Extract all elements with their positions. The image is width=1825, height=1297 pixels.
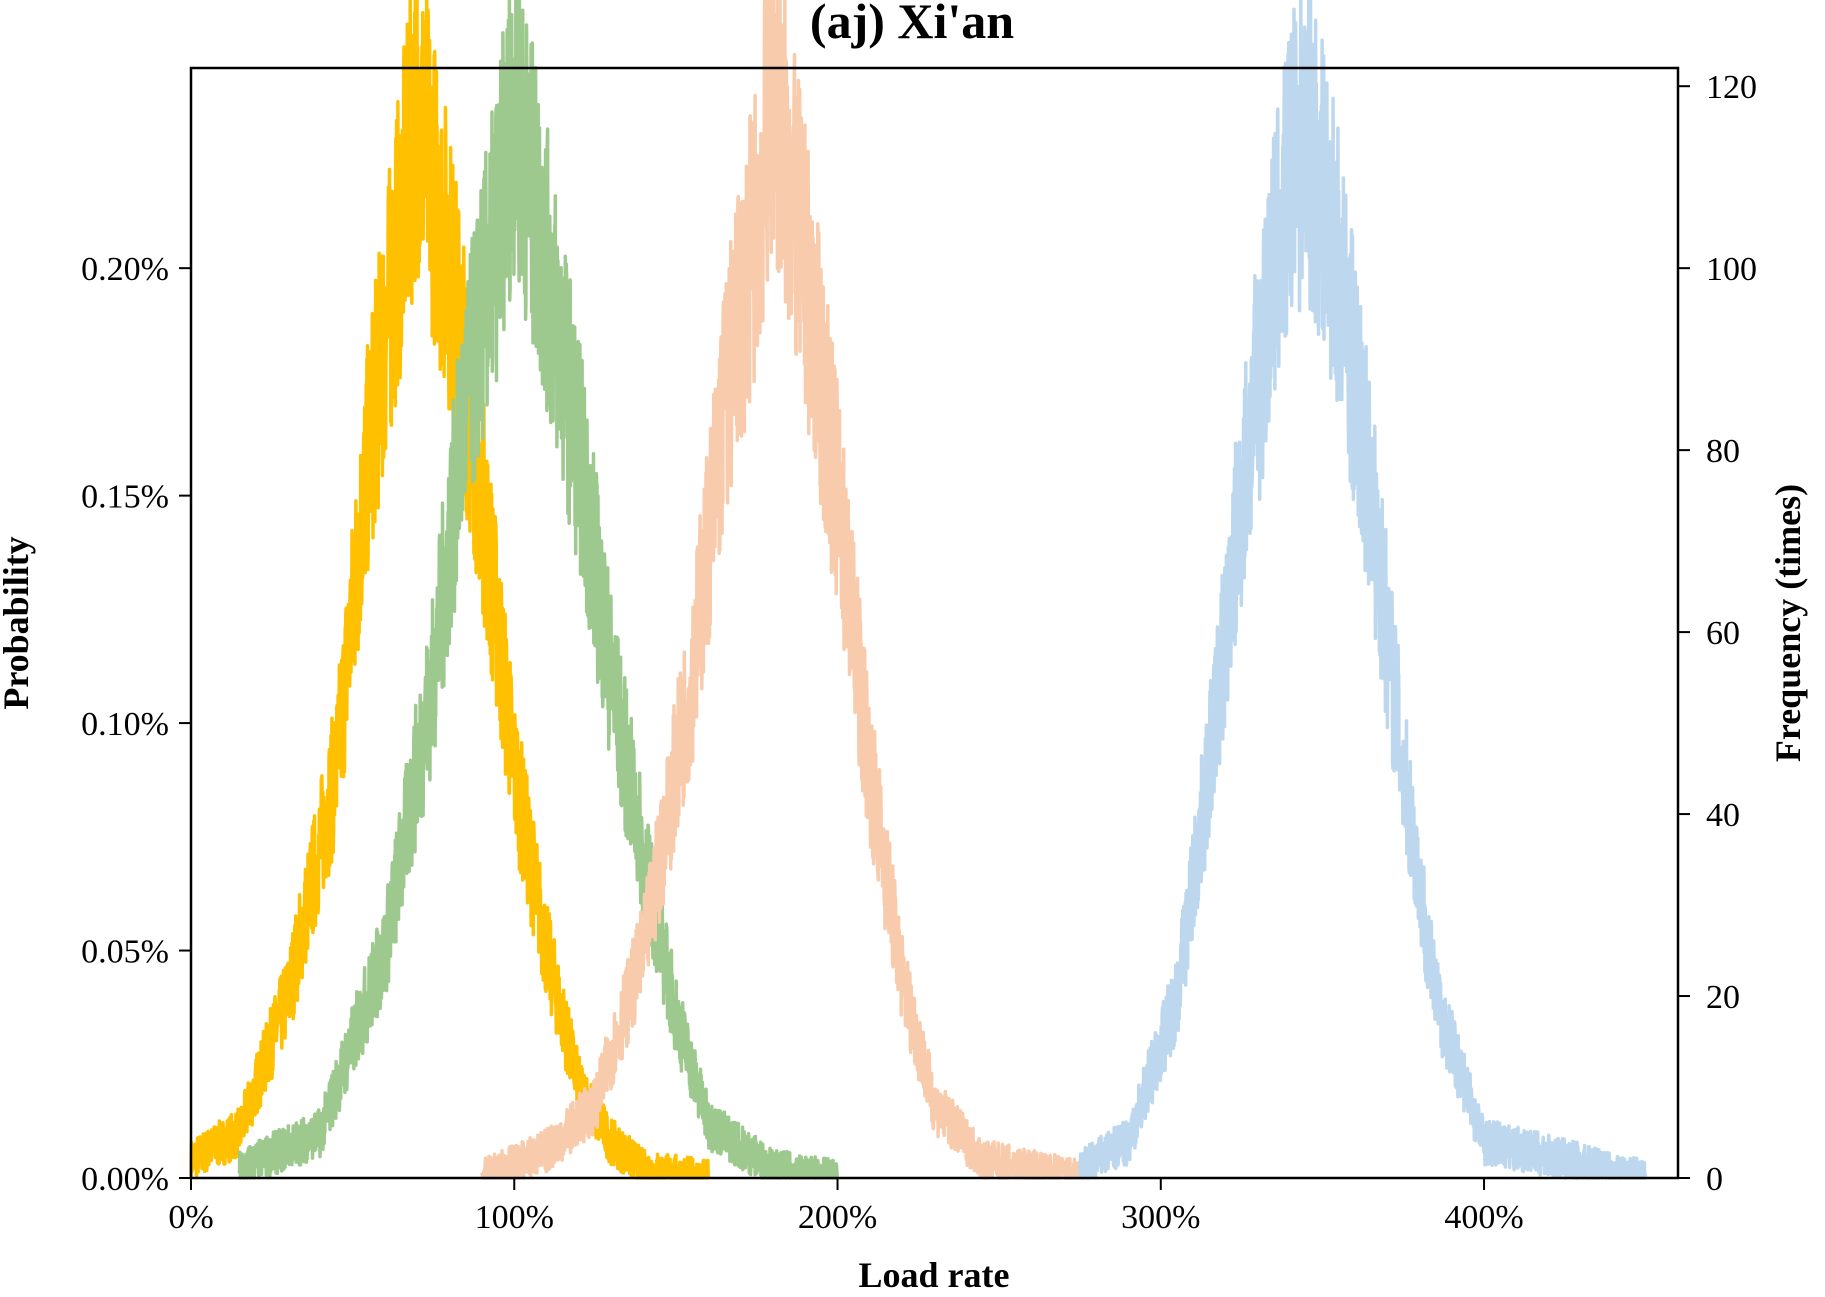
series-layer [189, 0, 1648, 1180]
x-axis: 0% 100% 200% 300% 400% [168, 1178, 1524, 1236]
series-line-1 [189, 0, 710, 1180]
x-tick-label: 100% [475, 1199, 554, 1236]
x-tick-label: 0% [168, 1199, 213, 1236]
x-axis-label: Load rate [859, 1255, 1010, 1295]
y-left-axis-label: Probability [0, 536, 36, 709]
chart-title: (aj) Xi'an [810, 0, 1014, 49]
y-right-axis: 0 20 40 60 80 100 120 [1678, 69, 1757, 1198]
y-right-tick-label: 100 [1706, 251, 1757, 288]
series-line-3 [480, 0, 1082, 1180]
x-tick-label: 400% [1444, 1199, 1523, 1236]
y-left-tick-label: 0.15% [81, 479, 169, 516]
x-tick-label: 300% [1121, 1199, 1200, 1236]
x-tick-label: 200% [798, 1199, 877, 1236]
y-left-tick-label: 0.05% [81, 934, 169, 971]
y-right-tick-label: 0 [1706, 1161, 1723, 1198]
y-right-axis-label: Frequency (times) [1768, 484, 1808, 762]
y-right-tick-label: 20 [1706, 979, 1740, 1016]
y-right-tick-label: 80 [1706, 433, 1740, 470]
plot-frame [189, 66, 1680, 1180]
series-line-4 [1078, 0, 1648, 1180]
y-left-tick-label: 0.00% [81, 1161, 169, 1198]
y-left-tick-label: 0.20% [81, 251, 169, 288]
series-line-2 [237, 0, 839, 1180]
y-right-tick-label: 60 [1706, 615, 1740, 652]
y-right-tick-label: 40 [1706, 797, 1740, 834]
y-right-tick-label: 120 [1706, 69, 1757, 106]
y-left-tick-label: 0.10% [81, 706, 169, 743]
y-left-axis: 0.00% 0.05% 0.10% 0.15% 0.20% [81, 251, 191, 1198]
